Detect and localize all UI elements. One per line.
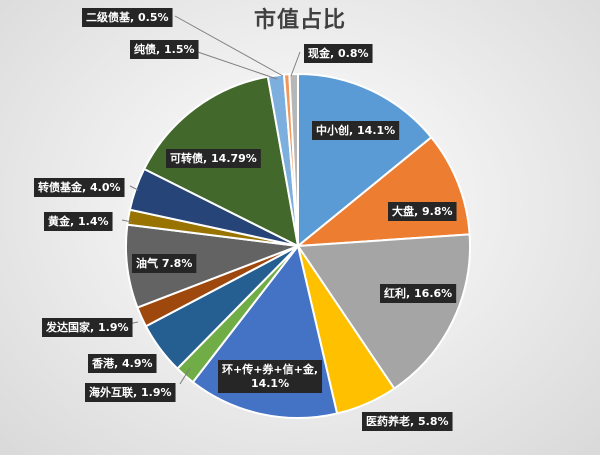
data-labels: 中小创, 14.1% 大盘, 9.8% 红利, 16.6% 医药养老, 5.8% 环+传… [34,8,457,431]
data-label-8: 油气 7.8% [132,254,197,273]
pie-slice-0 [297,72,433,249]
data-label-4: 环+传+券+信+金,14.1% [218,360,323,393]
data-label-box [132,254,197,273]
data-label-box [304,44,373,63]
data-label-text: 红利, 16.6% [384,286,452,300]
leader-line-9 [121,219,133,223]
data-label-box [44,212,113,231]
pie-slice-14 [288,72,299,247]
leader-line-12 [185,47,278,80]
data-label-box [312,121,400,140]
data-label-box [388,202,457,221]
data-label-text: 发达国家, 1.9% [45,320,129,334]
data-label-text: 可转债, 14.79% [170,151,257,165]
data-label-box [34,178,125,197]
data-label-3: 医药养老, 5.8% [362,412,453,431]
chart-title: 市值占比 [253,8,346,33]
data-label-text: 14.1% [251,377,289,390]
leader-line-10 [129,185,139,191]
data-label-text: 转债基金, 4.0% [38,180,121,194]
data-label-box [130,40,199,59]
data-label-14: 现金, 0.8% [304,44,373,63]
data-label-text: 现金, 0.8% [308,46,369,60]
data-label-1: 大盘, 9.8% [388,202,457,221]
data-label-7: 发达国家, 1.9% [42,318,133,337]
data-label-text: 中小创, 14.1% [316,123,395,137]
data-label-box [362,412,453,431]
data-label-text: 大盘, 9.8% [392,204,453,218]
data-label-0: 中小创, 14.1% [312,121,400,140]
data-label-text: 医药养老, 5.8% [366,414,449,428]
data-label-13: 二级债基, 0.5% [82,8,173,27]
data-label-6: 香港, 4.9% [88,354,157,373]
data-label-box [166,149,261,168]
data-label-text: 纯债, 1.5% [134,42,195,56]
data-label-12: 纯债, 1.5% [130,40,199,59]
data-label-box [88,354,157,373]
data-label-text: 环+传+券+信+金, [222,362,318,376]
data-label-5: 海外互联, 1.9% [85,383,176,402]
data-label-10: 转债基金, 4.0% [34,178,125,197]
data-label-box [82,8,173,27]
data-label-text: 二级债基, 0.5% [86,10,169,24]
leader-line-5 [179,367,191,385]
data-label-11: 可转债, 14.79% [166,149,261,168]
leader-line-14 [290,51,301,77]
data-label-box [218,360,323,393]
data-label-text: 油气 7.8% [136,256,192,270]
data-label-9: 黄金, 1.4% [44,212,113,231]
data-label-box [380,284,457,303]
leader-line-13 [174,15,284,77]
pie-slice-2 [296,233,471,390]
data-label-2: 红利, 16.6% [380,284,457,303]
data-label-box [42,318,133,337]
data-label-text: 黄金, 1.4% [48,214,109,228]
data-label-text: 香港, 4.9% [91,356,153,370]
data-label-text: 海外互联, 1.9% [89,385,172,399]
data-label-box [85,383,176,402]
